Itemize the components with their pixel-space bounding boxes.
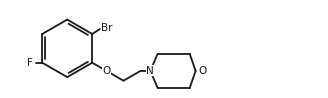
Text: O: O xyxy=(198,66,207,76)
Text: Br: Br xyxy=(101,23,113,33)
Text: N: N xyxy=(147,66,154,76)
Text: F: F xyxy=(27,58,33,68)
Text: O: O xyxy=(102,66,111,76)
